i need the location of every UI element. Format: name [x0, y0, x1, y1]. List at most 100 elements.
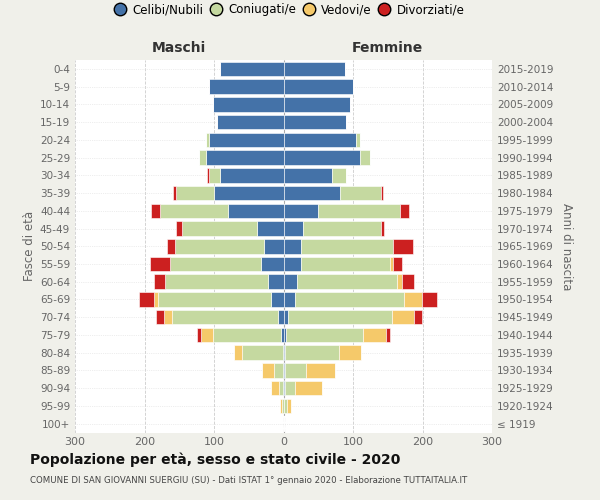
Bar [284, 363, 285, 378]
Bar [284, 221, 303, 236]
Text: Maschi: Maschi [152, 41, 206, 55]
Bar [175, 239, 264, 254]
Bar [274, 363, 283, 378]
Bar [360, 150, 370, 165]
Bar [261, 256, 284, 272]
Bar [164, 310, 172, 324]
Bar [284, 256, 301, 272]
Bar [284, 80, 353, 94]
Bar [284, 186, 340, 200]
Bar [381, 221, 384, 236]
Bar [220, 62, 284, 76]
Bar [284, 132, 356, 147]
Bar [234, 346, 242, 360]
Bar [264, 239, 284, 254]
Bar [150, 256, 170, 272]
Bar [209, 80, 284, 94]
Bar [284, 115, 346, 130]
Bar [284, 346, 285, 360]
Bar [172, 310, 278, 324]
Bar [285, 363, 306, 378]
Bar [284, 150, 360, 165]
Bar [286, 328, 364, 342]
Bar [284, 204, 318, 218]
Bar [381, 186, 383, 200]
Bar [257, 221, 284, 236]
Bar [283, 363, 284, 378]
Bar [280, 381, 283, 396]
Text: Femmine: Femmine [352, 41, 424, 55]
Bar [283, 381, 284, 396]
Bar [394, 239, 413, 254]
Bar [356, 132, 360, 147]
Bar [318, 204, 400, 218]
Bar [332, 168, 346, 182]
Bar [214, 186, 284, 200]
Bar [155, 310, 164, 324]
Bar [295, 292, 404, 306]
Bar [214, 328, 281, 342]
Bar [422, 292, 437, 306]
Bar [340, 186, 381, 200]
Bar [285, 381, 295, 396]
Bar [212, 97, 284, 112]
Bar [394, 256, 401, 272]
Bar [158, 292, 271, 306]
Bar [170, 256, 261, 272]
Bar [207, 168, 209, 182]
Bar [209, 168, 220, 182]
Bar [281, 328, 284, 342]
Text: COMUNE DI SAN GIOVANNI SUERGIU (SU) - Dati ISTAT 1° gennaio 2020 - Elaborazione : COMUNE DI SAN GIOVANNI SUERGIU (SU) - Da… [30, 476, 467, 485]
Bar [173, 186, 176, 200]
Bar [242, 346, 283, 360]
Bar [209, 132, 284, 147]
Bar [414, 310, 422, 324]
Bar [271, 292, 284, 306]
Bar [301, 256, 390, 272]
Bar [392, 310, 414, 324]
Text: Popolazione per età, sesso e stato civile - 2020: Popolazione per età, sesso e stato civil… [30, 452, 400, 467]
Bar [283, 346, 284, 360]
Bar [154, 292, 158, 306]
Bar [139, 292, 154, 306]
Bar [166, 274, 268, 289]
Bar [217, 115, 284, 130]
Bar [160, 204, 228, 218]
Y-axis label: Fasce di età: Fasce di età [23, 211, 36, 282]
Bar [364, 328, 386, 342]
Bar [284, 310, 287, 324]
Bar [167, 239, 175, 254]
Bar [285, 346, 339, 360]
Bar [397, 274, 403, 289]
Bar [284, 398, 287, 413]
Bar [306, 363, 335, 378]
Bar [303, 221, 381, 236]
Bar [228, 204, 284, 218]
Bar [176, 221, 182, 236]
Bar [339, 346, 361, 360]
Bar [280, 398, 282, 413]
Bar [220, 168, 284, 182]
Bar [284, 239, 301, 254]
Bar [154, 274, 166, 289]
Bar [295, 381, 322, 396]
Bar [284, 62, 344, 76]
Bar [201, 328, 214, 342]
Bar [284, 97, 350, 112]
Bar [176, 186, 214, 200]
Bar [271, 381, 280, 396]
Bar [284, 168, 332, 182]
Bar [390, 256, 394, 272]
Bar [262, 363, 274, 378]
Bar [284, 328, 286, 342]
Bar [282, 398, 284, 413]
Bar [400, 204, 409, 218]
Bar [182, 221, 257, 236]
Bar [287, 398, 291, 413]
Bar [278, 310, 284, 324]
Bar [199, 150, 206, 165]
Bar [284, 381, 285, 396]
Y-axis label: Anni di nascita: Anni di nascita [560, 202, 573, 290]
Bar [386, 328, 390, 342]
Bar [404, 292, 422, 306]
